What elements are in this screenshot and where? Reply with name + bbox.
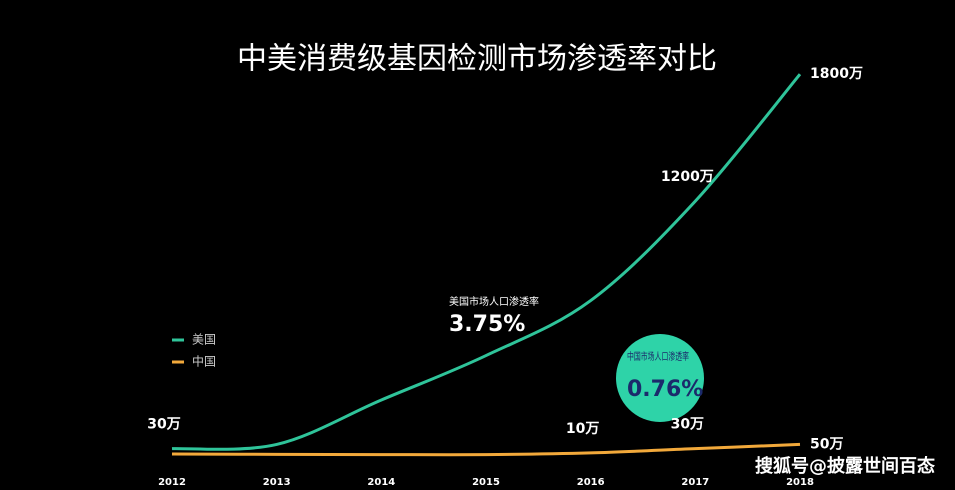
x-tick-label: 2012 — [158, 477, 186, 488]
watermark: 搜狐号@披露世间百态 — [755, 455, 935, 477]
data-label: 30万 — [671, 417, 704, 433]
legend-label: 中国 — [192, 354, 216, 369]
annotation-label: 美国市场人口渗透率 — [449, 295, 539, 308]
data-label: 50万 — [810, 436, 843, 452]
x-tick-label: 2018 — [786, 477, 814, 488]
x-tick-label: 2016 — [577, 477, 605, 488]
x-tick-label: 2013 — [263, 477, 291, 488]
annotation-value: 3.75% — [449, 312, 525, 337]
line — [171, 73, 802, 451]
chart-title: 中美消费级基因检测市场渗透率对比 — [237, 42, 717, 77]
x-tick-label: 2015 — [472, 477, 500, 488]
annotation-bubble — [616, 334, 704, 422]
data-label: 1800万 — [810, 66, 863, 82]
data-label: 10万 — [566, 421, 599, 437]
x-tick-label: 2017 — [681, 477, 709, 488]
legend-label: 美国 — [192, 333, 216, 347]
annotation-label: 中国市场人口渗透率 — [627, 350, 689, 363]
line — [171, 442, 801, 457]
annotation-value: 0.76% — [627, 377, 703, 402]
data-label: 1200万 — [661, 169, 714, 185]
data-label: 30万 — [147, 417, 180, 433]
x-tick-label: 2014 — [367, 477, 395, 488]
